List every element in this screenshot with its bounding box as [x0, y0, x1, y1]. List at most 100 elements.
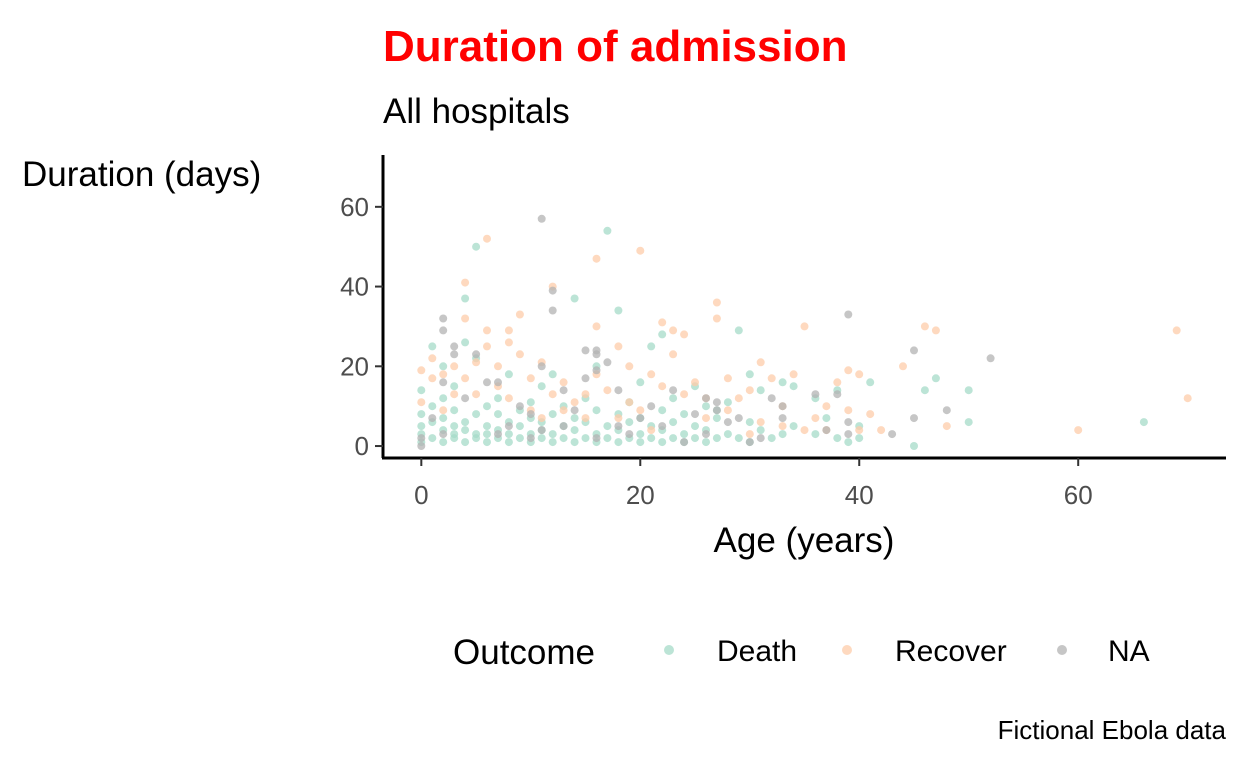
legend-key-na	[1057, 645, 1067, 655]
point-na	[439, 314, 448, 323]
point-na	[559, 422, 568, 431]
point-na	[494, 430, 502, 439]
point-death	[789, 382, 798, 391]
point-death	[570, 414, 579, 423]
point-recover	[548, 390, 557, 399]
point-death	[778, 430, 787, 439]
point-na	[822, 426, 831, 435]
point-death	[756, 386, 765, 395]
point-death	[483, 438, 491, 447]
point-death	[712, 434, 721, 443]
y-tick-label: 0	[355, 431, 369, 461]
point-na	[526, 434, 535, 443]
legend-label-recover: Recover	[895, 635, 1007, 668]
point-recover	[592, 254, 601, 263]
point-death	[691, 422, 699, 431]
point-na	[702, 430, 710, 439]
point-na	[910, 414, 918, 423]
point-death	[537, 382, 546, 391]
y-tick-label: 40	[340, 272, 369, 302]
point-na	[723, 418, 732, 427]
point-recover	[669, 350, 678, 359]
point-na	[625, 430, 634, 439]
point-death	[669, 394, 678, 403]
point-recover	[844, 366, 853, 375]
point-recover	[811, 414, 820, 423]
point-na	[417, 434, 426, 443]
point-recover	[778, 422, 787, 431]
point-recover	[504, 394, 513, 403]
point-death	[964, 418, 973, 427]
point-recover	[450, 362, 459, 371]
point-recover	[800, 426, 809, 435]
point-recover	[417, 366, 426, 375]
point-recover	[603, 386, 612, 395]
point-na	[581, 374, 590, 383]
point-recover	[789, 370, 798, 379]
point-na	[986, 354, 995, 363]
point-death	[603, 226, 612, 235]
point-death	[570, 294, 579, 303]
point-recover	[581, 414, 590, 423]
point-recover	[417, 398, 426, 407]
point-recover	[745, 386, 754, 395]
point-recover	[931, 326, 940, 335]
legend-key-recover	[842, 645, 852, 655]
point-na	[614, 422, 623, 431]
point-death	[811, 430, 820, 439]
y-ticks: 0 20 40 60	[340, 192, 383, 461]
point-na	[537, 426, 546, 435]
point-death	[822, 414, 831, 423]
point-recover	[691, 378, 699, 387]
point-death	[636, 430, 645, 439]
point-recover	[581, 390, 590, 399]
point-recover	[559, 378, 568, 387]
point-na	[942, 406, 951, 415]
point-recover	[647, 426, 656, 435]
point-death	[855, 434, 864, 443]
point-recover	[1172, 326, 1181, 335]
point-death	[920, 386, 929, 395]
point-na	[537, 214, 546, 223]
point-death	[559, 434, 568, 443]
point-death	[537, 434, 546, 443]
point-na	[592, 350, 601, 359]
point-recover	[515, 350, 524, 359]
point-recover	[844, 406, 853, 415]
point-death	[702, 438, 710, 447]
point-recover	[472, 390, 481, 399]
point-na	[603, 358, 612, 367]
point-recover	[537, 414, 546, 423]
point-na	[450, 350, 459, 359]
point-recover	[504, 338, 513, 347]
point-recover	[625, 362, 634, 371]
point-na	[515, 402, 524, 411]
legend: Outcome Death Recover NA	[453, 633, 1150, 672]
point-recover	[669, 326, 678, 335]
point-recover	[625, 398, 634, 407]
point-na	[712, 406, 721, 415]
point-na	[636, 414, 645, 423]
point-na	[450, 342, 459, 351]
point-death	[964, 386, 973, 395]
point-death	[504, 430, 513, 439]
point-death	[866, 378, 875, 387]
point-recover	[614, 414, 623, 423]
point-death	[428, 434, 437, 443]
point-recover	[1074, 426, 1083, 435]
point-recover	[439, 406, 448, 415]
point-death	[504, 438, 513, 447]
point-recover	[483, 234, 491, 243]
point-death	[417, 386, 426, 395]
point-death	[745, 370, 754, 379]
point-na	[712, 398, 721, 407]
point-na	[756, 434, 765, 443]
points-layer	[417, 214, 1192, 450]
point-death	[603, 422, 612, 431]
point-na	[910, 346, 918, 355]
point-death	[603, 434, 612, 443]
point-death	[548, 370, 557, 379]
point-death	[844, 438, 853, 447]
